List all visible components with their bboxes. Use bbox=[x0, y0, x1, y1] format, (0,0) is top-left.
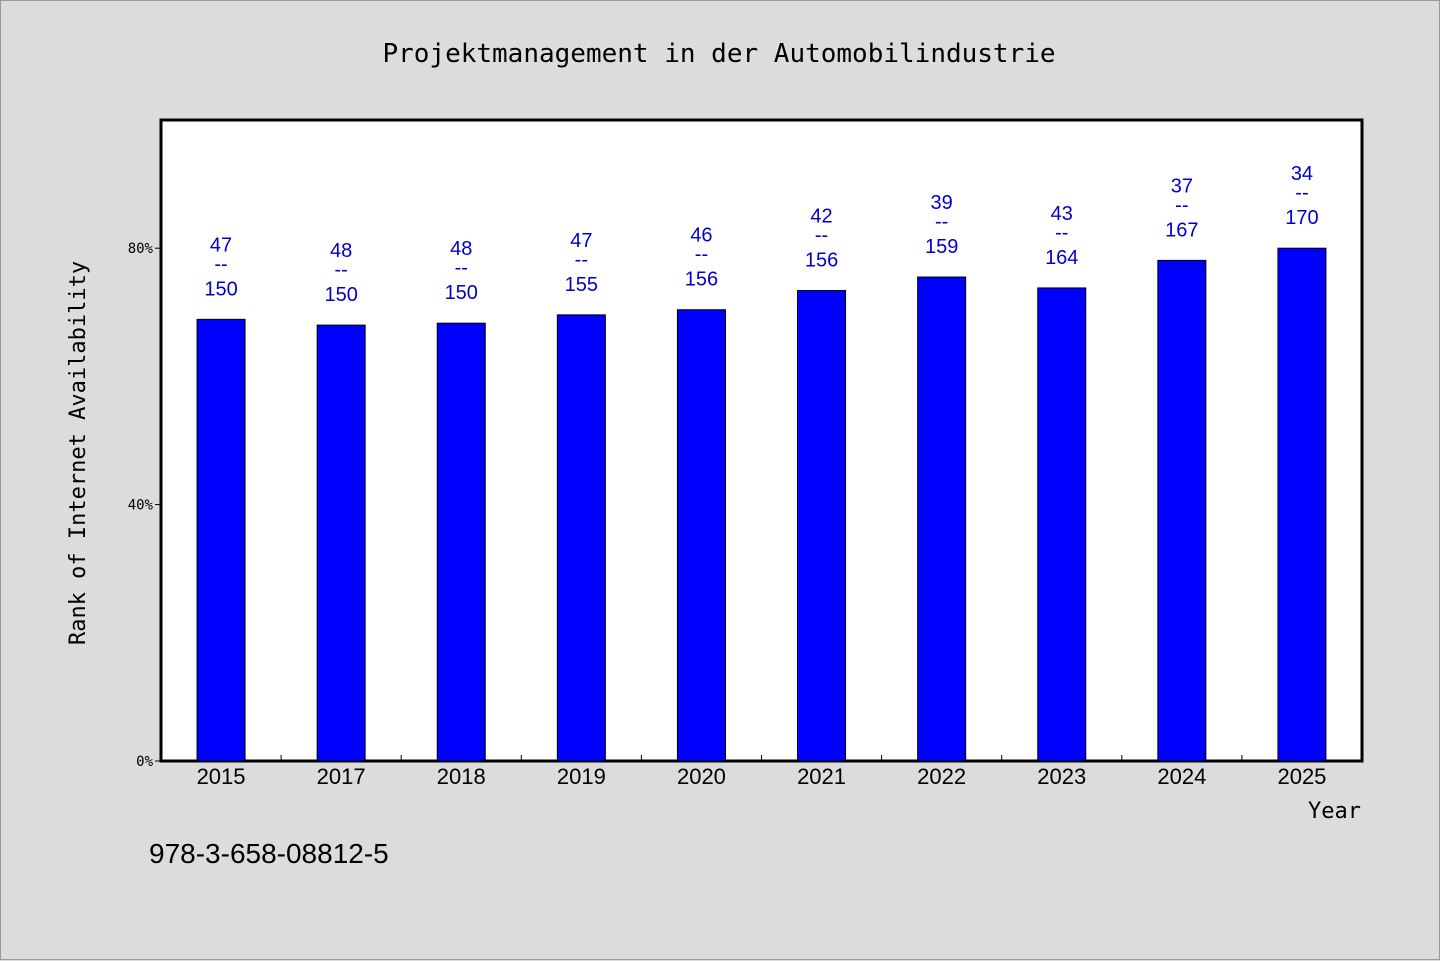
bar-label-sep-2015: -- bbox=[214, 253, 227, 275]
bar-2021 bbox=[797, 290, 847, 762]
bar-label-bottom-2015: 150 bbox=[204, 278, 237, 300]
bar-2015 bbox=[196, 318, 246, 762]
y-axis-title: Rank of Internet Availability bbox=[66, 261, 91, 645]
bar-label-sep-2021: -- bbox=[815, 225, 828, 247]
bar-label-bottom-2018: 150 bbox=[445, 282, 478, 304]
bar-2022 bbox=[917, 276, 967, 762]
bar-2018 bbox=[436, 322, 486, 762]
bar-label-sep-2024: -- bbox=[1175, 194, 1188, 216]
bar-label-top-2019: 47 bbox=[570, 230, 592, 252]
bar-2023 bbox=[1037, 287, 1087, 762]
bar-2020 bbox=[676, 309, 726, 762]
x-tick-label-2023: 2023 bbox=[1037, 764, 1086, 789]
chart-title: Projektmanagement in der Automobilindust… bbox=[382, 39, 1055, 69]
bar-label-top-2020: 46 bbox=[690, 225, 712, 247]
x-tick-label-2021: 2021 bbox=[797, 764, 846, 789]
x-tick-label-2017: 2017 bbox=[317, 764, 366, 789]
x-tick-label-2025: 2025 bbox=[1277, 764, 1326, 789]
bar-label-top-2022: 39 bbox=[931, 192, 953, 214]
bar-labels-group: 47--15048--15048--15047--15546--15642--1… bbox=[204, 163, 1318, 306]
bars-group bbox=[196, 247, 1327, 762]
bar-label-top-2015: 47 bbox=[210, 234, 232, 256]
x-tick-label-2018: 2018 bbox=[437, 764, 486, 789]
isbn-text: 978-3-658-08812-5 bbox=[149, 838, 389, 869]
x-axis-title: Year bbox=[1308, 799, 1361, 824]
bar-label-bottom-2024: 167 bbox=[1165, 219, 1198, 241]
bar-label-bottom-2019: 155 bbox=[565, 274, 598, 296]
bar-label-top-2023: 43 bbox=[1051, 203, 1073, 225]
x-tick-label-2024: 2024 bbox=[1157, 764, 1206, 789]
x-tick-label-2020: 2020 bbox=[677, 764, 726, 789]
y-axis-ticks: 0% 40% 80% bbox=[128, 241, 161, 770]
x-tick-label-2015: 2015 bbox=[197, 764, 246, 789]
y-tick-label: 80% bbox=[128, 241, 154, 257]
bar-label-sep-2019: -- bbox=[575, 249, 588, 271]
bar-label-top-2021: 42 bbox=[810, 206, 832, 228]
bar-label-sep-2018: -- bbox=[455, 257, 468, 279]
bar-label-bottom-2017: 150 bbox=[324, 284, 357, 306]
bar-label-top-2018: 48 bbox=[450, 238, 472, 260]
x-axis-ticks: 2015 2017 2018 2019 2020 2021 2022 2023 2024 2025 bbox=[197, 755, 1326, 789]
bar-label-bottom-2025: 170 bbox=[1285, 207, 1318, 229]
y-tick-label: 40% bbox=[128, 498, 154, 514]
bar-2017 bbox=[316, 324, 366, 762]
bar-label-bottom-2023: 164 bbox=[1045, 247, 1078, 269]
bar-label-top-2017: 48 bbox=[330, 240, 352, 262]
bar-label-bottom-2021: 156 bbox=[805, 250, 838, 272]
bar-2024 bbox=[1157, 259, 1207, 762]
bar-label-top-2024: 37 bbox=[1171, 175, 1193, 197]
bar-label-sep-2020: -- bbox=[695, 244, 708, 266]
bar-label-sep-2022: -- bbox=[935, 211, 948, 233]
bar-label-bottom-2022: 159 bbox=[925, 236, 958, 258]
y-tick-label: 0% bbox=[136, 754, 153, 770]
x-tick-label-2019: 2019 bbox=[557, 764, 606, 789]
bar-2025 bbox=[1277, 247, 1327, 762]
bar-2019 bbox=[556, 314, 606, 762]
bar-label-bottom-2020: 156 bbox=[685, 269, 718, 291]
x-tick-label-2022: 2022 bbox=[917, 764, 966, 789]
bar-label-sep-2023: -- bbox=[1055, 222, 1068, 244]
bar-label-sep-2017: -- bbox=[334, 259, 347, 281]
bar-label-sep-2025: -- bbox=[1295, 182, 1308, 204]
bar-label-top-2025: 34 bbox=[1291, 163, 1313, 185]
